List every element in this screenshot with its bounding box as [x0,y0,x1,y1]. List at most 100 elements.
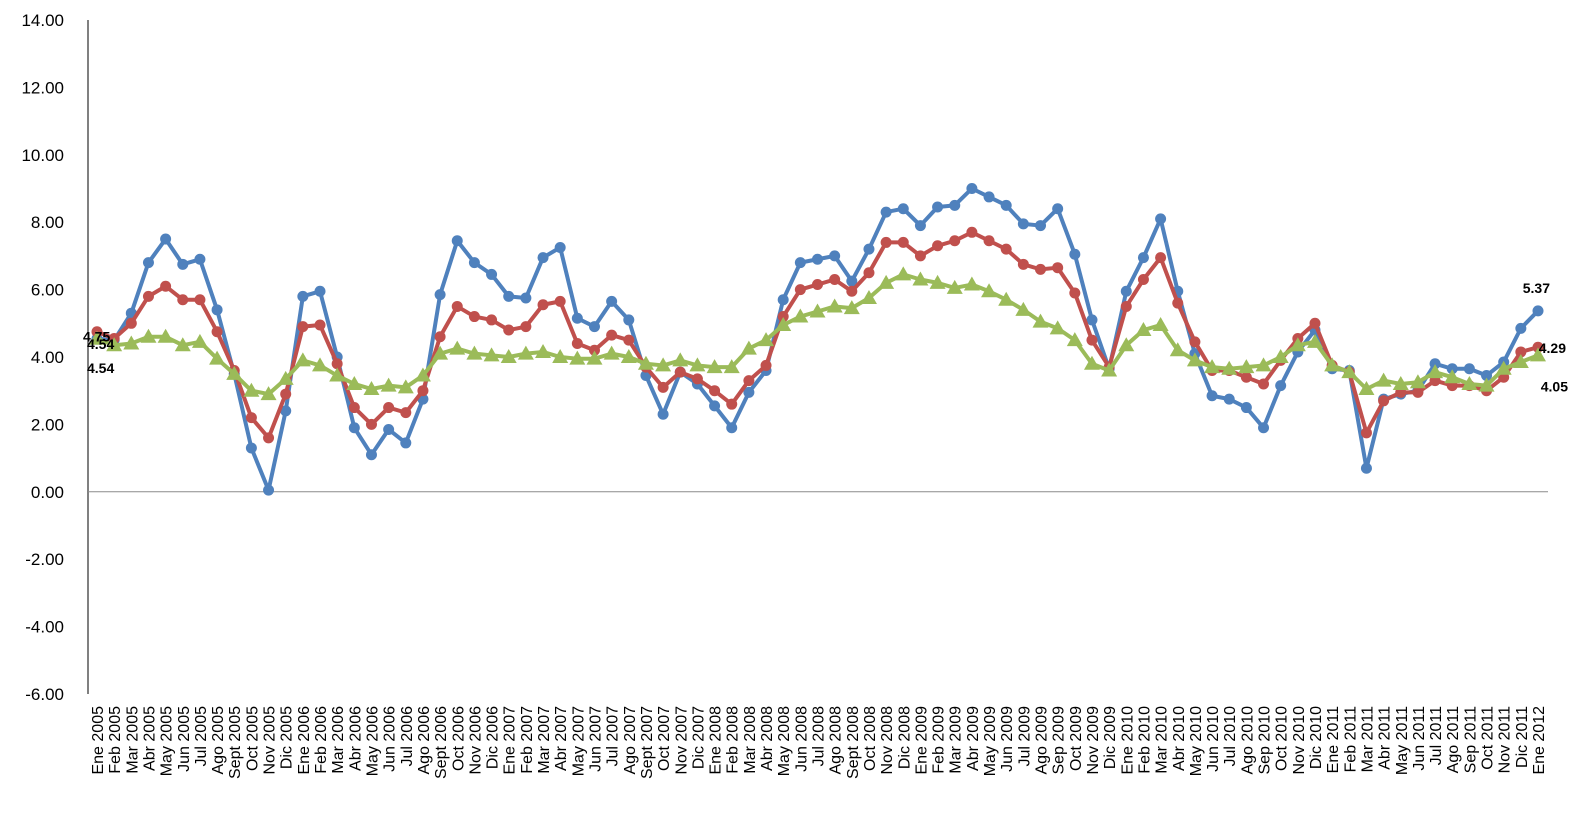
x-tick-label: Ene 2006 [296,706,313,775]
data-point [1135,322,1152,337]
y-tick-label: 10.00 [21,146,64,165]
x-tick-label: Sept 2006 [433,706,450,779]
data-point [740,340,757,355]
x-tick-label: Oct 2007 [656,706,673,771]
data-point [1272,349,1289,363]
x-tick-label: Ene 2005 [90,706,107,775]
data-point [966,183,978,194]
x-tick-label: Nov 2007 [673,706,690,775]
data-point [623,314,635,326]
x-tick-label: Oct 2005 [244,706,261,771]
data-point [723,359,740,374]
data-point [1069,287,1081,299]
data-point [1238,359,1255,374]
data-point [1409,374,1426,389]
data-point [346,375,363,390]
data-point [263,432,275,444]
data-point [1223,393,1235,405]
data-point [106,337,123,352]
data-point [554,241,566,253]
x-tick-label: Sept 2008 [845,706,862,779]
data-point [846,275,858,287]
x-tick-label: Ago 2008 [828,706,845,775]
data-point [981,283,998,298]
data-point [1052,203,1064,215]
data-point [983,191,995,203]
data-point [588,344,600,356]
data-point [1015,301,1032,316]
data-point [880,236,892,248]
data-point [520,321,532,333]
data-point [1427,364,1444,379]
data-point [1052,262,1064,274]
x-tick-label: May 2011 [1394,706,1411,775]
data-point [1461,375,1478,390]
x-tick-label: May 2010 [1188,706,1205,776]
x-tick-label: Mar 2007 [536,706,553,774]
data-point [520,292,532,304]
data-point [657,408,669,420]
data-point [792,308,809,323]
data-point [486,268,498,280]
x-tick-label: Jul 2008 [811,706,828,767]
x-tick-label: Ene 2011 [1325,706,1342,773]
data-label: 4.75 [83,329,110,345]
data-point [400,407,412,419]
data-point [314,319,326,331]
data-point [726,422,738,434]
data-point [1446,363,1458,375]
data-point [191,333,208,348]
y-tick-label: 8.00 [31,213,64,232]
x-tick-label: Mar 2010 [1154,706,1171,774]
data-point [863,267,875,279]
x-tick-label: Jun 2009 [999,706,1016,772]
data-point [620,349,637,363]
data-point [1083,355,1100,370]
data-point [1206,390,1218,402]
data-point [603,345,620,360]
x-tick-label: Sept 2005 [227,706,244,779]
data-point [554,295,566,307]
data-point [743,386,755,398]
data-point [243,382,260,397]
data-point [1258,378,1270,390]
data-point [263,484,275,496]
data-point [777,294,789,306]
data-point [1240,371,1252,383]
data-point [637,355,654,370]
x-tick-label: Feb 2011 [1342,706,1359,773]
x-tick-label: Nov 2005 [262,706,279,775]
x-tick-label: Oct 2008 [862,706,879,771]
data-point [1495,360,1512,375]
x-tick-label: Jul 2011 [1428,706,1445,765]
data-point [209,350,226,365]
data-point [297,290,309,302]
data-point [142,290,154,302]
x-tick-label: Jun 2006 [382,706,399,772]
data-point [1221,360,1238,375]
x-tick-label: Feb 2008 [725,706,742,774]
x-tick-label: Jun 2008 [793,706,810,772]
x-tick-label: Ene 2009 [913,706,930,775]
x-tick-label: Feb 2006 [313,706,330,774]
x-tick-label: Dic 2011 [1514,706,1531,768]
data-point [829,273,841,285]
data-point [1392,375,1409,390]
x-tick-label: Sep 2009 [1051,706,1068,775]
data-point [758,332,775,347]
data-label: 4.54 [87,336,114,352]
x-tick-label: Nov 2006 [467,706,484,775]
data-point [1035,220,1047,232]
x-tick-label: Jun 2011 [1411,706,1428,771]
data-point [432,345,449,360]
data-point [691,373,703,385]
data-point [363,381,380,396]
y-tick-label: 4.00 [31,348,64,367]
data-point [1137,273,1149,285]
data-point [983,235,995,247]
x-tick-label: Dic 2007 [690,706,707,769]
data-point [434,289,446,301]
x-tick-label: Mar 2011 [1359,706,1376,773]
